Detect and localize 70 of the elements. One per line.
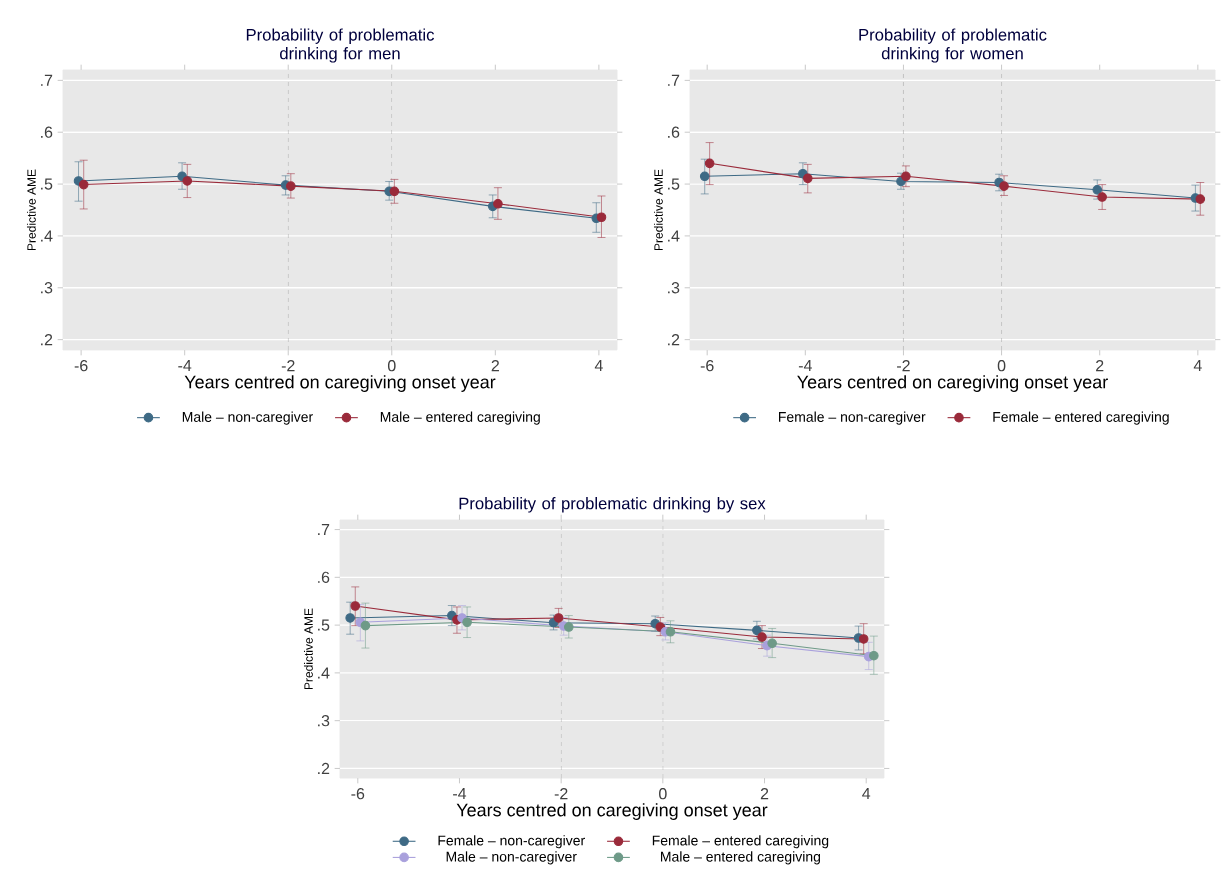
point [699,171,710,182]
x-tick-label: 2 [1096,360,1104,372]
x-tick-label: 2 [760,788,769,800]
y-tick-label: .5 [668,178,680,190]
y-tick-label: .4 [318,667,330,679]
point [182,176,193,186]
y-tick-label: .3 [318,715,330,727]
point [78,179,89,190]
x-axis-title: Years centred on caregiving onset year [184,375,496,392]
y-axis-title: Predictive AME [303,608,313,690]
x-tick-label: 2 [491,360,499,372]
x-tick-label: -4 [798,360,812,372]
x-tick-label: -2 [897,360,910,372]
legend-label: Male – non-caregiver [446,851,577,865]
point [1195,194,1206,204]
chart-title: Probability of problematic drinking for men [246,28,434,63]
legend-label: Male – entered caregiving [380,411,540,425]
x-tick-label: -2 [281,360,295,372]
y-tick-label: .7 [668,74,680,86]
point [563,622,574,632]
point [767,638,777,649]
legend-label: Female – entered caregiving [652,835,829,849]
x-tick-label: 0 [997,360,1006,372]
point [596,212,607,223]
y-tick-label: .5 [318,619,330,631]
y-tick-label: .3 [41,282,53,294]
x-tick-label: 0 [659,788,667,800]
y-tick-label: .6 [668,126,680,138]
x-tick-label: 4 [1193,360,1202,372]
point [389,186,400,197]
x-axis-title: Years centred on caregiving onset year [797,375,1108,392]
y-tick-label: .7 [318,524,330,536]
y-tick-label: .4 [41,230,53,242]
y-tick-label: .2 [318,762,330,775]
y-axis-title: Predictive AME [26,169,36,251]
y-tick-label: .6 [41,126,53,138]
x-tick-label: -6 [700,360,714,372]
x-tick-label: -6 [351,788,365,800]
x-tick-label: 4 [862,788,871,800]
point [350,601,361,611]
legend-label: Female – non-caregiver [779,411,926,425]
x-tick-label: -4 [178,360,192,372]
point [360,620,371,631]
y-tick-label: .7 [41,74,53,86]
y-tick-label: .5 [41,178,53,190]
y-tick-label: .2 [668,334,680,346]
x-tick-label: -4 [453,788,467,800]
point [493,198,503,209]
y-tick-label: .4 [668,230,680,242]
x-axis-title: Years centred on caregiving onset year [456,803,768,820]
legend-label: Female – non-caregiver [438,835,585,849]
legend-label: Male – non-caregiver [182,411,313,425]
point [345,613,355,623]
point [869,650,879,661]
point [704,158,715,169]
y-tick-label: .2 [41,334,53,346]
x-tick-label: -6 [74,360,88,372]
chart-title: Probability of problematic drinking by sex [459,497,766,513]
point [665,627,676,637]
y-tick-label: .3 [668,282,680,294]
point [286,181,296,191]
y-axis-title: Predictive AME [653,169,663,251]
legend-label: Female – entered caregiving [993,411,1169,425]
x-tick-label: -2 [554,788,568,800]
x-tick-label: 0 [387,360,396,372]
chart-title: Probability of problematic drinking for women [859,28,1047,63]
y-tick-label: .6 [318,571,330,583]
legend-label: Male – entered caregiving [661,851,821,865]
x-tick-label: 4 [594,360,603,372]
point [858,634,869,644]
